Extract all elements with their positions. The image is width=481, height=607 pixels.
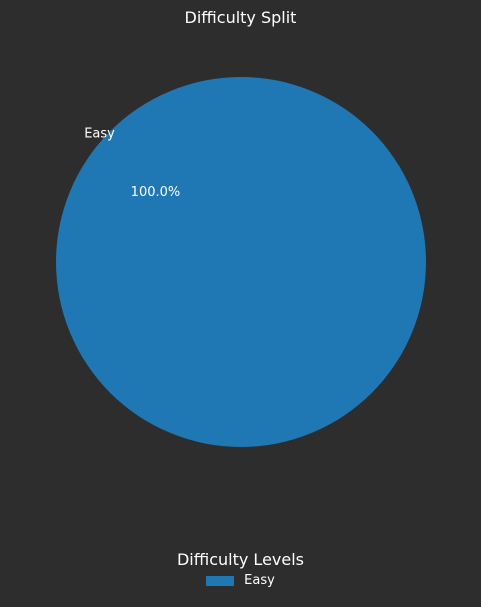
legend-title: Difficulty Levels — [176, 550, 304, 569]
legend-label-easy: Easy — [244, 573, 275, 588]
pie-pct-label-easy: 100.0% — [131, 185, 181, 200]
legend: Difficulty Levels Easy — [0, 550, 481, 590]
legend-entry-easy: Easy — [206, 573, 275, 588]
pie-category-label-easy: Easy — [84, 126, 115, 141]
legend-swatch-easy — [206, 575, 235, 586]
pie-slice-easy — [56, 77, 426, 447]
chart-title: Difficulty Split — [184, 8, 297, 27]
